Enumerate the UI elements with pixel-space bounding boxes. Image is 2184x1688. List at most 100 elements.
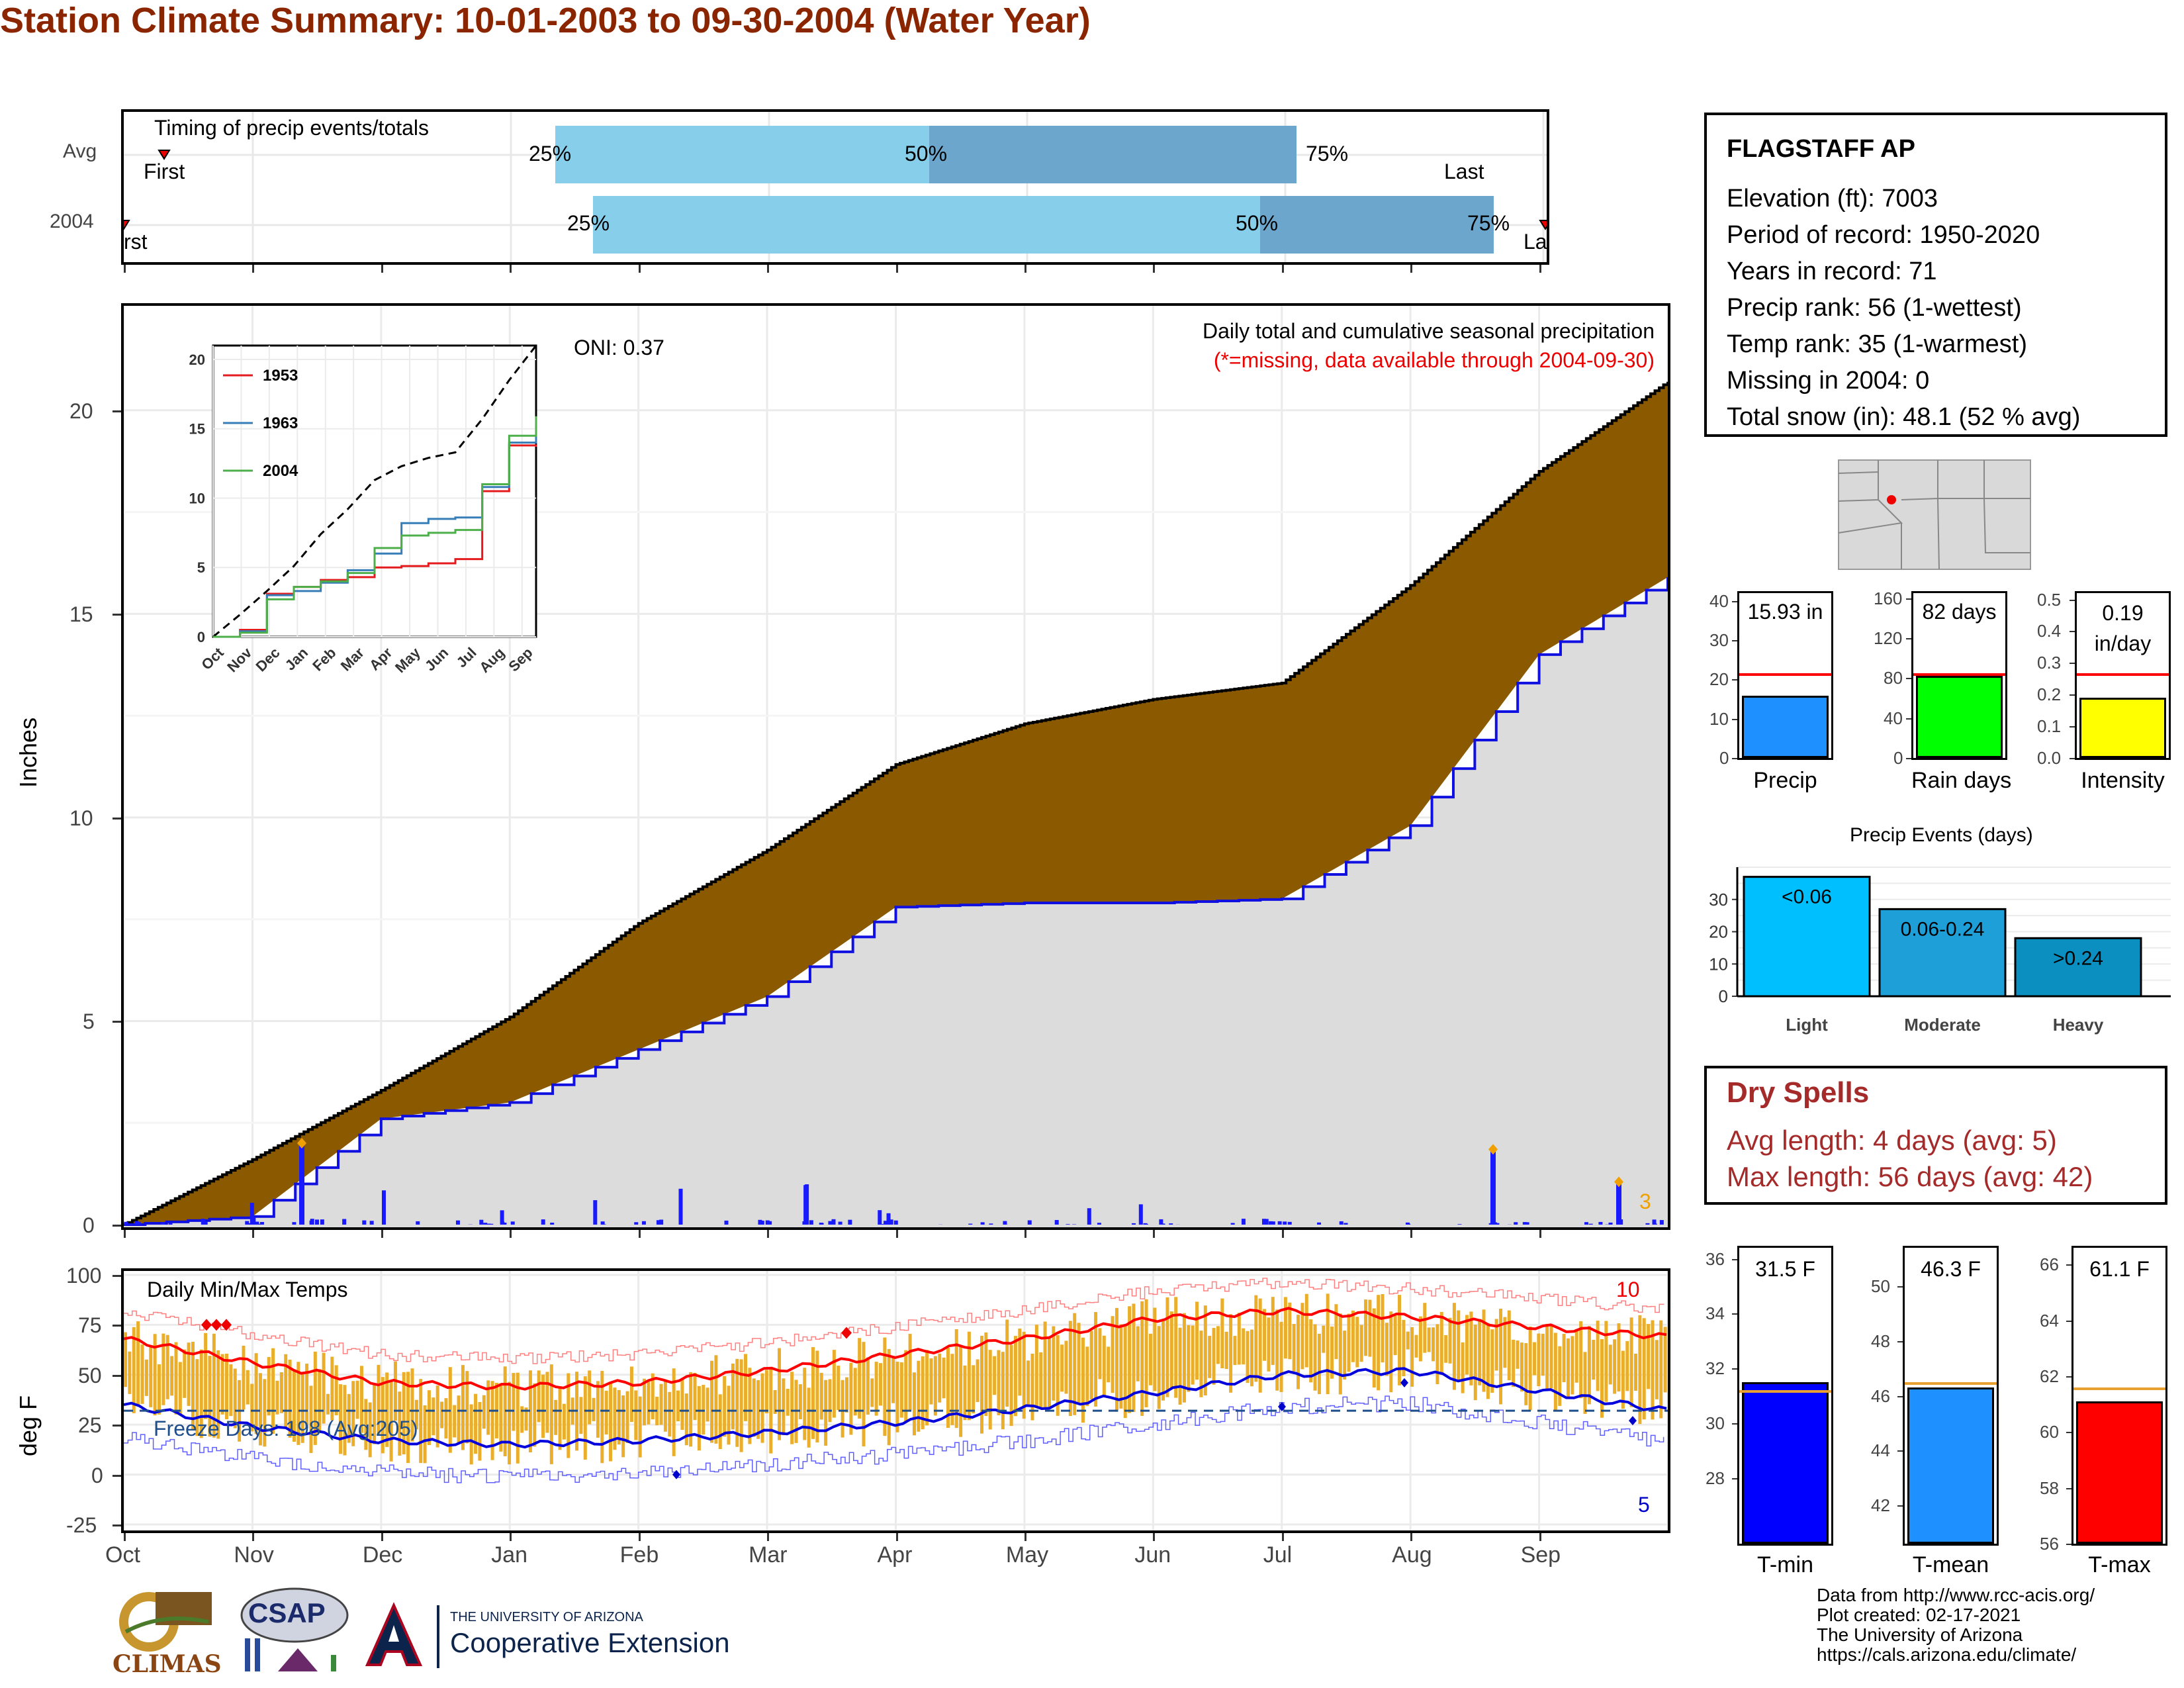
daily-temp-bar [680, 1379, 684, 1430]
temp-bar-tick: 30 [1706, 1413, 1725, 1433]
daily-temp-bar [1304, 1293, 1308, 1368]
summary-bar-tickmark [2070, 631, 2075, 633]
daily-temp-bar [1224, 1331, 1228, 1370]
temp-bar-label: T-max [2088, 1552, 2151, 1577]
avg-max-line [124, 1307, 1667, 1391]
csap-logo-graphic [240, 1587, 349, 1671]
daily-temp-bar [609, 1382, 613, 1462]
daily-temp-bar [1587, 1326, 1591, 1405]
daily-temp-bar [744, 1354, 748, 1421]
daily-temp-bar [258, 1373, 262, 1446]
daily-precip-bar [250, 1202, 254, 1225]
month-tickmark [124, 1533, 126, 1541]
events-bar-label: <0.06 [1782, 886, 1832, 908]
deficit-area [124, 381, 1668, 1225]
inset-x-tick: Dec [253, 644, 283, 675]
daily-temp-bar [242, 1345, 246, 1410]
daily-temp-bars [124, 1293, 1667, 1465]
summary-bar-avg-line [2077, 673, 2169, 676]
daily-precip-bar [129, 1224, 134, 1225]
summary-bar-tick: 0.5 [2037, 589, 2062, 610]
daily-temp-bar [668, 1391, 672, 1437]
daily-temp-bar [643, 1378, 647, 1426]
daily-precip-bar [201, 1219, 205, 1225]
daily-precip-bar [381, 1190, 386, 1225]
events-bar [2014, 937, 2142, 998]
summary-bar-tickmark [1732, 600, 1737, 602]
daily-temp-bar [663, 1381, 667, 1432]
summary-bar-frame: 82 days [1911, 591, 2007, 760]
daily-temp-bar [157, 1364, 161, 1415]
daily-precip-bar [1339, 1221, 1343, 1225]
daily-precip-bar [831, 1219, 836, 1225]
daily-temp-bar [815, 1350, 819, 1443]
daily-temp-bar [929, 1358, 933, 1405]
daily-precip-bar [203, 1221, 208, 1225]
temp-bar-avg-line [1905, 1382, 1997, 1385]
daily-precip-bar [136, 1221, 141, 1225]
summary-bar-tick: 0.1 [2037, 716, 2062, 737]
daily-temp-bar [1136, 1326, 1140, 1382]
daily-precip-bar [1097, 1223, 1101, 1225]
daily-temp-bar [621, 1395, 625, 1458]
daily-temp-bar [410, 1368, 414, 1442]
daily-temp-bar [1233, 1336, 1237, 1366]
daily-temp-bar [1199, 1331, 1203, 1397]
daily-temp-bar [938, 1353, 942, 1403]
daily-precip-bar [1317, 1222, 1322, 1225]
daily-temp-bar [1625, 1340, 1629, 1391]
daily-temp-bar [1030, 1353, 1034, 1421]
daily-precip-bar [1287, 1221, 1292, 1225]
station-period: Period of record: 1950-2020 [1727, 221, 2040, 249]
daily-precip-bar [502, 1222, 507, 1225]
daily-temp-bar [891, 1356, 895, 1403]
events-category: Light [1786, 1015, 1828, 1035]
daily-temp-bar [393, 1361, 397, 1421]
temp-bar-tickmark [1732, 1368, 1737, 1370]
daily-temp-bar [697, 1385, 701, 1451]
temp-bar-tickmark [1732, 1313, 1737, 1315]
credit-line: Plot created: 02-17-2021 [1817, 1605, 2021, 1625]
daily-temp-bar [1359, 1325, 1363, 1362]
daily-temp-bar [638, 1396, 642, 1458]
climas-logo: CLIMAS [109, 1585, 222, 1678]
page-title: Station Climate Summary: 10-01-2003 to 0… [0, 1, 1091, 40]
summary-bar-tickmark [2070, 758, 2075, 759]
daily-temp-bar [1322, 1325, 1326, 1353]
temp-bar-tick: 56 [2040, 1534, 2059, 1554]
daily-temp-bar [195, 1359, 199, 1436]
daily-temp-bar [1490, 1329, 1494, 1393]
location-map [1838, 459, 2031, 570]
record-low-marker [1629, 1416, 1637, 1426]
daily-temp-bar [710, 1360, 714, 1443]
daily-temp-bar [1068, 1321, 1072, 1417]
daily-temp-bar [718, 1394, 722, 1450]
temp-y-tick: -25 [66, 1513, 97, 1537]
daily-precip-bar [1144, 1224, 1148, 1225]
daily-temp-bar [1275, 1309, 1279, 1391]
daily-precip-bar [659, 1219, 664, 1225]
daily-precip-bar [768, 1221, 772, 1225]
daily-temp-bar [1423, 1303, 1427, 1353]
summary-bar-tickmark [1732, 640, 1737, 642]
daily-temp-bar [870, 1378, 874, 1407]
csap-logo: CSAP [232, 1585, 351, 1681]
temp-bar-frame: 61.1 F [2071, 1246, 2167, 1546]
avg-bar-q1 [555, 126, 929, 183]
summary-bar-tickmark [1732, 758, 1737, 759]
daily-temp-bar [879, 1363, 883, 1406]
month-tickmark [638, 1533, 641, 1541]
daily-precip-bar [255, 1221, 259, 1225]
inset-legend-label: 2004 [263, 462, 298, 480]
daily-precip-bar [1514, 1222, 1518, 1225]
month-tickmark [381, 1230, 383, 1238]
daily-temp-bar [1642, 1318, 1646, 1420]
daily-temp-bar [1533, 1342, 1537, 1376]
record-high-marker [211, 1319, 222, 1331]
month-tick-label: Feb [619, 1542, 659, 1568]
month-tick-label: Aug [1392, 1542, 1432, 1568]
temp-bar-tickmark [1732, 1423, 1737, 1425]
summary-bar-value: 0.19 [2102, 601, 2144, 625]
year-first-label: rst [124, 230, 148, 254]
daily-temp-bar [183, 1349, 187, 1398]
